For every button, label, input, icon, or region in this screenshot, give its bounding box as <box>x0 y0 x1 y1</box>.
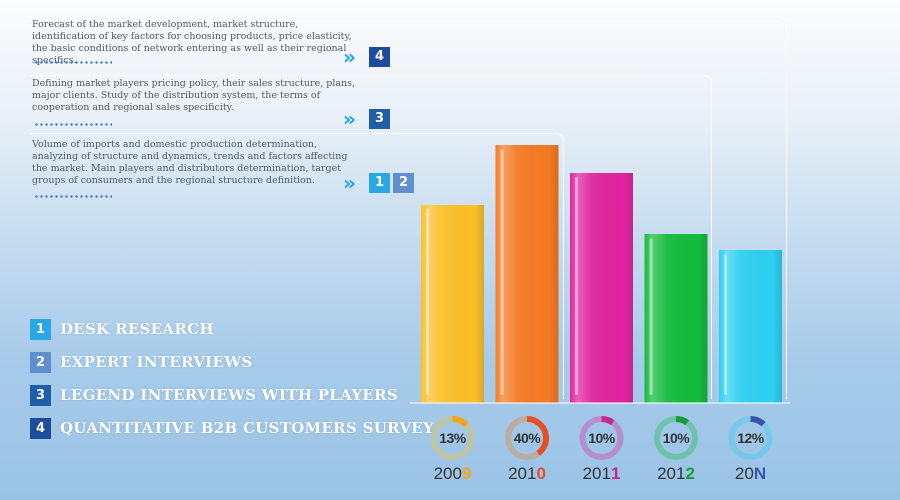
percent-label: 10% <box>588 430 616 446</box>
dotted-divider <box>34 195 112 198</box>
stage-bracket-4 <box>30 16 787 399</box>
bar-highlight <box>500 149 504 395</box>
legend-number-4: 4 <box>30 418 51 439</box>
legend-number-3: 3 <box>30 385 51 406</box>
percent-label: 40% <box>514 430 542 446</box>
bar-gloss <box>495 145 559 403</box>
legend-number-1: 1 <box>30 319 51 340</box>
legend-label-3: LEGEND INTERVIEWS WITH PLAYERS <box>60 386 398 404</box>
ring-fill <box>430 416 475 460</box>
year-label: 2011 <box>583 464 621 483</box>
ring-fill <box>505 416 549 460</box>
bar-gloss <box>570 173 633 403</box>
bar-highlight <box>649 238 653 395</box>
ring-fill <box>579 416 624 460</box>
stage-bracket-1-2 <box>30 133 564 399</box>
stage-description-4: Forecast of the market development, mark… <box>32 19 352 66</box>
percent-label: 10% <box>663 430 691 446</box>
double-chevron-icon: » <box>343 45 356 69</box>
bar-highlight <box>426 209 429 395</box>
double-chevron-icon: » <box>343 171 356 195</box>
year-label: 2009 <box>434 464 472 483</box>
stage-bracket-3 <box>30 75 712 399</box>
bar-highlight <box>724 254 727 395</box>
dotted-divider <box>34 123 112 126</box>
legend-number-2: 2 <box>30 352 51 373</box>
dotted-divider <box>34 61 112 64</box>
stage-badge-2: 2 <box>393 173 414 193</box>
year-label: 20N <box>735 464 766 483</box>
legend-label-1: DESK RESEARCH <box>60 320 214 338</box>
stage-badge-4: 4 <box>369 47 390 67</box>
ring-fill <box>654 416 698 460</box>
stage-description-3: Defining market players pricing policy, … <box>32 78 356 113</box>
stage-description-1-2: Volume of imports and domestic productio… <box>32 139 348 186</box>
legend-label-2: EXPERT INTERVIEWS <box>60 353 253 371</box>
percent-label: 13% <box>439 430 467 446</box>
legend-label-4: QUANTITATIVE B2B CUSTOMERS SURVEY <box>60 419 435 437</box>
bar-highlight <box>575 177 578 395</box>
year-label: 2010 <box>508 464 546 483</box>
bar-gloss <box>719 250 782 403</box>
year-label: 2012 <box>657 464 695 483</box>
double-chevron-icon: » <box>343 107 356 131</box>
stage-badge-1: 1 <box>369 173 390 193</box>
stage-badge-3: 3 <box>369 109 390 129</box>
ring-fill <box>728 416 773 460</box>
bar-gloss <box>644 234 708 403</box>
percent-label: 12% <box>737 430 765 446</box>
bar-gloss <box>421 205 484 403</box>
